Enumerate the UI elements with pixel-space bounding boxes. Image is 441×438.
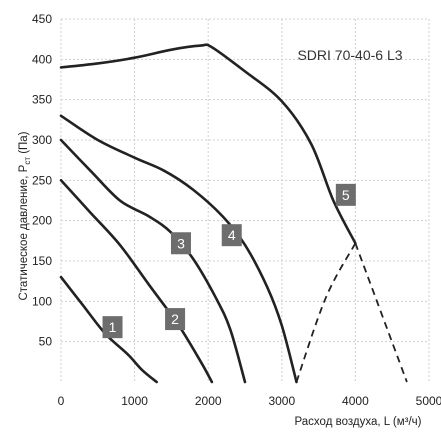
series-4-line (59, 114, 298, 384)
y-axis-title-unit: (Па) (18, 131, 30, 157)
y-tick-label: 300 (32, 133, 52, 147)
x-tick-label: 2000 (195, 394, 222, 408)
series-label-4: 4 (228, 227, 236, 243)
series-label-box-5 (335, 183, 356, 206)
x-axis-title: Расход воздуха, L (м³/ч) (295, 416, 422, 428)
series-label-box-1 (102, 316, 123, 339)
y-tick-label: 250 (32, 173, 52, 187)
series-1-line (59, 275, 158, 384)
y-tick-label: 450 (32, 12, 52, 26)
series-dashed-line-5 (295, 242, 357, 383)
series-label-3: 3 (177, 235, 185, 251)
series-label-box-4 (221, 224, 242, 247)
y-axis-title: Статическое давление, Pст (Па) (18, 131, 32, 300)
series-label-box-2 (165, 308, 186, 331)
series-5-line (59, 43, 357, 245)
y-axis-title-sub: ст (23, 157, 32, 165)
x-tick-label: 1000 (121, 394, 148, 408)
x-tick-label: 4000 (342, 394, 369, 408)
series-dashed-line-6 (354, 242, 408, 383)
y-tick-label: 200 (32, 214, 52, 228)
y-axis-title-main: Статическое давление, P (18, 164, 30, 300)
y-tick-label: 150 (32, 254, 52, 268)
x-tick-label: 3000 (268, 394, 295, 408)
y-tick-label: 400 (32, 52, 52, 66)
x-tick-label: 0 (58, 394, 65, 408)
series-label-2: 2 (171, 311, 179, 327)
y-tick-label: 350 (32, 93, 52, 107)
series-2-line (59, 179, 214, 384)
tick-labels: 0 1000 2000 3000 4000 50005010015020025030035… (32, 12, 441, 408)
series-label-5: 5 (342, 187, 350, 203)
x-tick-label: 5000 (416, 394, 441, 408)
y-tick-label: 100 (32, 294, 52, 308)
chart-title: SDRI 70-40-6 L3 (297, 47, 402, 63)
y-tick-label: 50 (39, 335, 53, 349)
series-label-box-3 (170, 232, 191, 255)
series-label-1: 1 (109, 319, 117, 335)
series-labels: 1 2 3 4 5 (102, 183, 356, 339)
